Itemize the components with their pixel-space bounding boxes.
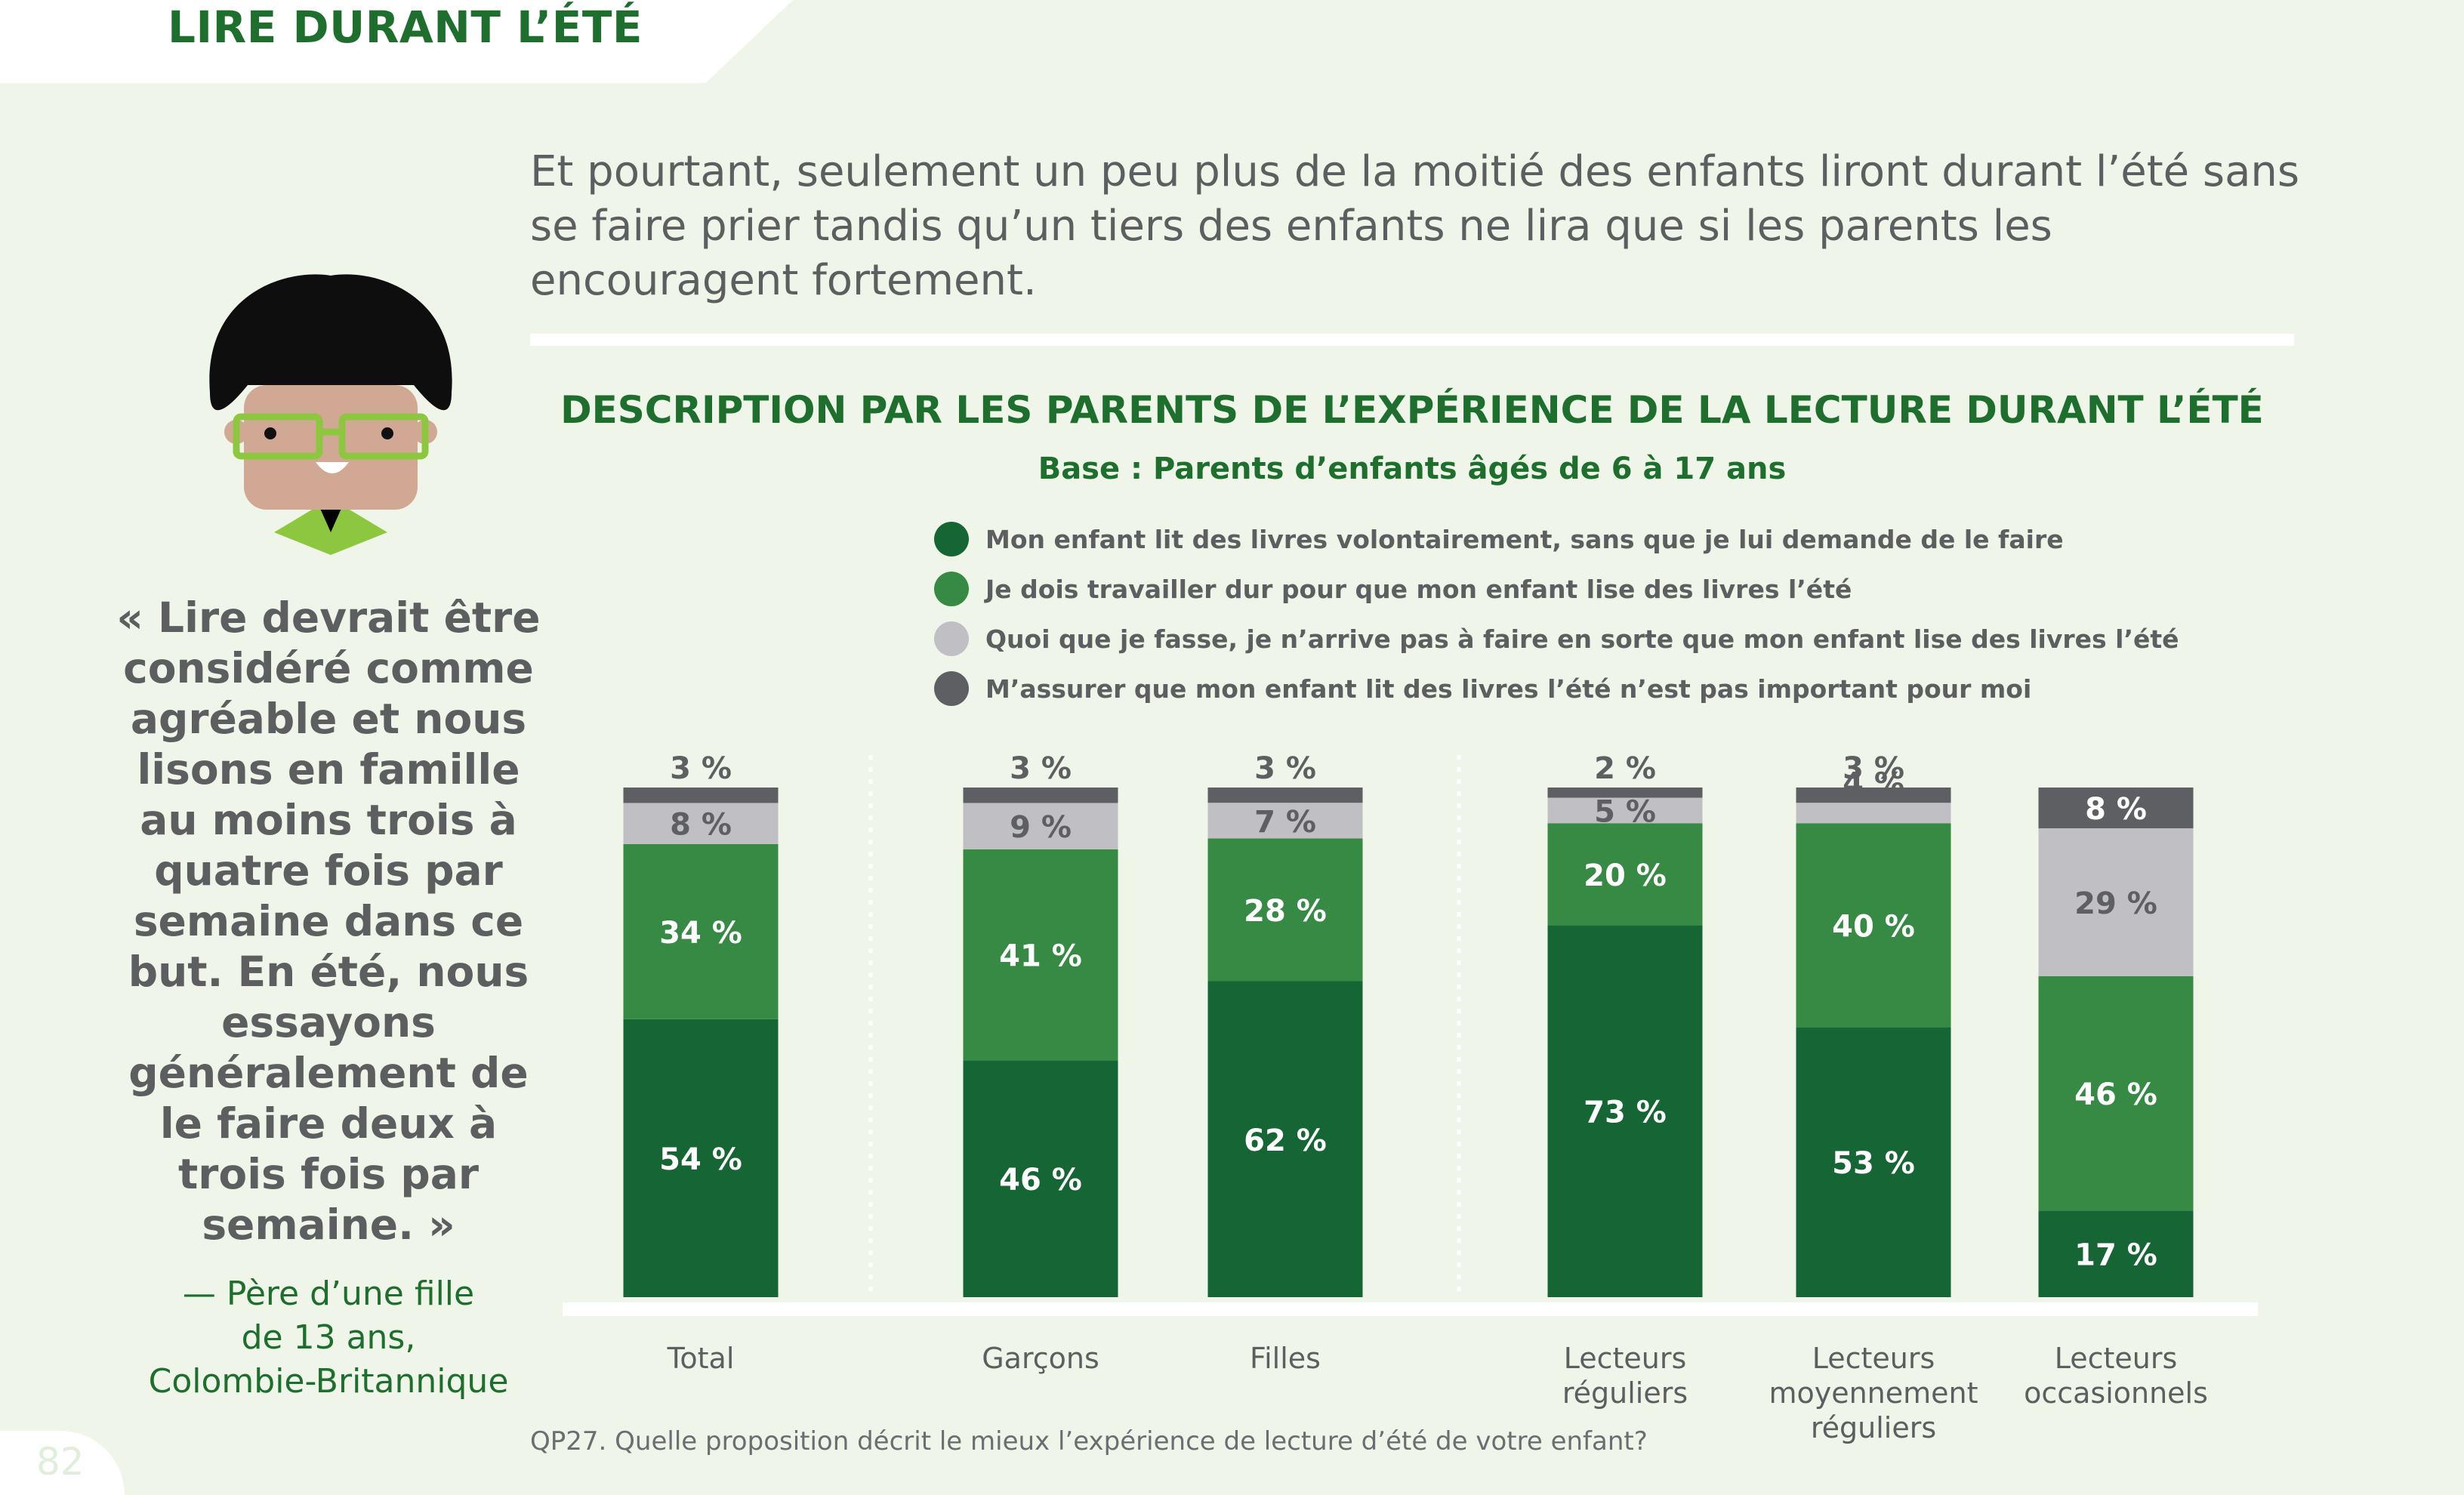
- data-label: 3 %: [670, 751, 732, 786]
- data-label: 34 %: [659, 916, 742, 951]
- x-axis-labels: Total Garçons Filles LecteursréguliersLecte…: [667, 1342, 2208, 1444]
- x-tick-label: réguliers: [1562, 1376, 1688, 1410]
- bar-segment: [1547, 788, 1703, 798]
- bar-segment: [1207, 788, 1363, 803]
- bar-segment: [1207, 803, 1363, 839]
- bar-segment: [1207, 981, 1363, 1297]
- legend-label: Quoi que je fasse, je n’arrive pas à fai…: [985, 624, 2179, 654]
- bar-segment: [623, 788, 779, 803]
- data-label: 46 %: [999, 1163, 1082, 1198]
- x-tick-label: Lecteurs: [1564, 1342, 1687, 1375]
- data-label: 17 %: [2074, 1238, 2157, 1273]
- parent-quote: « Lire devrait être considéré comme agré…: [116, 593, 541, 1249]
- data-label: 5 %: [1594, 794, 1656, 829]
- page-number: 82: [36, 1440, 85, 1484]
- x-tick-label: occasionnels: [2024, 1376, 2208, 1410]
- page-number-tab: 82: [0, 1431, 125, 1495]
- data-label: 8 %: [2085, 792, 2147, 827]
- data-label: 54 %: [659, 1142, 742, 1177]
- bar-segment: [2038, 1210, 2194, 1297]
- bar-segment: [2038, 828, 2194, 976]
- data-label: 3 %: [1254, 751, 1316, 786]
- bar-segment: [623, 803, 779, 844]
- data-label: 9 %: [1010, 810, 1072, 845]
- data-label: 29 %: [2074, 886, 2157, 921]
- bar-segment: [2038, 976, 2194, 1211]
- bar-segment: [963, 803, 1118, 849]
- legend-swatch: [934, 671, 969, 706]
- attribution-line: — Père d’une fille: [182, 1275, 475, 1313]
- data-label: 2 %: [1594, 751, 1656, 786]
- legend-label: Je dois travailler dur pour que mon enfa…: [984, 575, 1852, 604]
- x-tick-label: Lecteurs: [1812, 1342, 1935, 1375]
- divider: [530, 334, 2294, 346]
- data-label: 41 %: [999, 939, 1082, 974]
- data-label: 28 %: [1244, 894, 1327, 929]
- legend-label: M’assurer que mon enfant lit des livres …: [985, 674, 2031, 704]
- data-label: 20 %: [1584, 858, 1667, 893]
- bar-segment: [623, 844, 779, 1019]
- legend-swatch: [934, 572, 969, 606]
- legend-swatch: [934, 621, 969, 656]
- x-tick-label: Total: [667, 1342, 735, 1375]
- data-label: 73 %: [1584, 1096, 1667, 1130]
- bar-segment: [1547, 797, 1703, 824]
- bar-segment: [2038, 788, 2194, 828]
- bar-segment: [963, 849, 1118, 1061]
- child-avatar-icon: [209, 274, 452, 555]
- chart-bars: 54 % 34 % 8 % 3 % 46 % 41 % 9 % 3 % 62 % 28 % 7 % 3…: [623, 751, 2194, 1297]
- bar-segment: [1796, 788, 1951, 803]
- data-label: 7 %: [1254, 805, 1316, 840]
- bar-segment: [1796, 803, 1951, 824]
- x-tick-label: Lecteurs: [2055, 1342, 2178, 1375]
- section-title: LIRE DURANT L’ÉTÉ: [168, 2, 643, 53]
- group-separators: [868, 755, 1461, 1299]
- legend-swatch: [934, 522, 969, 556]
- data-label: 3 %: [1843, 751, 1904, 786]
- chart-baseline: [563, 1302, 2258, 1316]
- data-label: 62 %: [1244, 1124, 1327, 1158]
- chart-subtitle: Base : Parents d’enfants âgés de 6 à 17 …: [1038, 452, 1787, 486]
- chart-title: DESCRIPTION PAR LES PARENTS DE L’EXPÉRIE…: [560, 387, 2264, 432]
- bar-segment: [963, 788, 1118, 803]
- bar-segment: [1547, 925, 1703, 1297]
- chart-legend: Mon enfant lit des livres volontairement…: [934, 522, 2179, 706]
- attribution-line: de 13 ans,: [241, 1318, 416, 1357]
- bar-segment: [1547, 823, 1703, 926]
- quote-attribution: — Père d’une fille de 13 ans, Colombie-B…: [113, 1272, 544, 1404]
- x-tick-label: moyennement: [1769, 1376, 1978, 1410]
- data-label: 53 %: [1832, 1146, 1915, 1181]
- x-tick-label: réguliers: [1811, 1411, 1936, 1444]
- bar-segment: [1207, 838, 1363, 982]
- data-label: 8 %: [670, 808, 732, 843]
- bar-segment: [963, 1060, 1118, 1297]
- data-label: 40 %: [1832, 909, 1915, 944]
- bar-segment: [1796, 823, 1951, 1028]
- bar-segment: [1796, 1027, 1951, 1297]
- intro-text: Et pourtant, seulement un peu plus de la…: [530, 147, 2300, 305]
- legend-label: Mon enfant lit des livres volontairement…: [985, 525, 2064, 554]
- data-label: 46 %: [2074, 1077, 2157, 1112]
- x-tick-label: Filles: [1250, 1342, 1321, 1375]
- attribution-line: Colombie-Britannique: [148, 1362, 509, 1401]
- section-tab: [0, 0, 793, 83]
- data-label: 3 %: [1010, 751, 1072, 786]
- footnote: QP27. Quelle proposition décrit le mieux…: [530, 1426, 1648, 1456]
- bar-segment: [623, 1019, 779, 1297]
- x-tick-label: Garçons: [982, 1342, 1099, 1375]
